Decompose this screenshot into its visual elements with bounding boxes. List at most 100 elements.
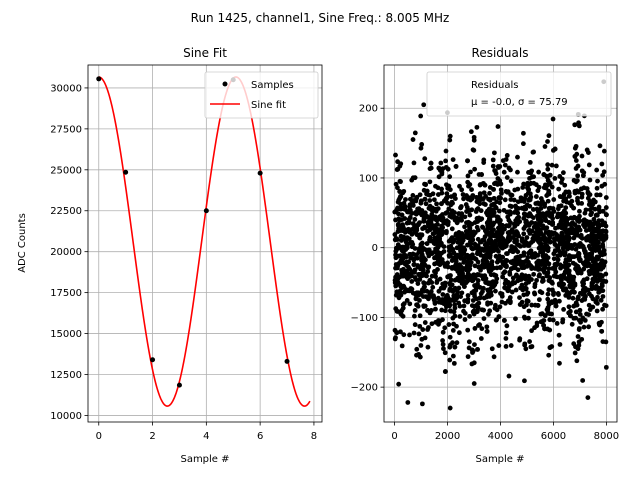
residual-point (564, 268, 570, 274)
residual-point (529, 254, 535, 260)
residual-point (396, 216, 402, 222)
residual-point (474, 124, 480, 130)
residual-point (545, 198, 551, 204)
residual-point (531, 174, 536, 180)
residual-point (484, 243, 490, 249)
residual-point (462, 298, 468, 304)
residual-point (419, 142, 425, 147)
residual-outlier-point (447, 405, 453, 411)
residual-point (553, 163, 559, 169)
residual-point (490, 208, 496, 214)
residual-point (444, 228, 449, 234)
residual-point (563, 262, 569, 268)
y-tick-label: 27500 (50, 124, 82, 135)
residual-point (589, 286, 595, 292)
residual-point (602, 302, 607, 308)
residual-point (571, 214, 577, 220)
residual-point (504, 209, 510, 215)
residual-point (588, 199, 594, 205)
residual-point (561, 307, 566, 312)
x-tick-label: 2000 (435, 431, 460, 442)
residual-point (483, 280, 489, 285)
residual-point (537, 266, 543, 272)
residual-point (422, 196, 428, 202)
residual-point (496, 343, 502, 348)
residual-point (546, 266, 552, 271)
residual-point (420, 287, 425, 293)
residual-point (454, 340, 460, 346)
residual-point (424, 241, 430, 247)
residual-point (404, 245, 410, 250)
residual-point (573, 300, 579, 306)
residual-point (493, 288, 498, 294)
residual-point (475, 259, 481, 265)
residual-point (551, 209, 557, 214)
residual-point (412, 322, 418, 328)
residual-point (522, 341, 528, 347)
y-tick-label: 20000 (50, 247, 82, 258)
residual-point (416, 292, 422, 298)
residual-point (420, 327, 426, 332)
residual-point (594, 212, 600, 218)
residual-point (451, 321, 457, 327)
residual-point (580, 260, 586, 266)
residual-point (456, 330, 462, 336)
residual-point (407, 332, 412, 338)
residual-point (447, 303, 452, 309)
residual-point (491, 354, 497, 360)
residual-point (553, 303, 559, 309)
residuals-legend-box (426, 71, 612, 117)
residual-point (411, 160, 417, 166)
residual-point (584, 186, 590, 191)
residual-point (493, 238, 499, 244)
residual-point (463, 232, 469, 237)
residual-point (501, 169, 507, 175)
residual-point (452, 196, 458, 201)
residual-point (560, 234, 566, 240)
residual-point (553, 225, 558, 231)
residual-point (396, 295, 402, 301)
residual-point (600, 288, 606, 294)
residual-point (521, 130, 526, 136)
sample-point (284, 358, 290, 364)
residual-point (508, 167, 513, 173)
residual-point (555, 291, 561, 296)
residual-point (429, 273, 435, 279)
residual-point (561, 287, 566, 293)
residual-point (490, 163, 496, 169)
residual-point (499, 190, 504, 196)
residual-point (590, 279, 596, 285)
residual-point (542, 215, 548, 221)
residual-point (442, 369, 448, 374)
residual-point (480, 237, 486, 243)
residual-point (484, 220, 490, 226)
residual-point (577, 213, 582, 219)
residual-point (545, 245, 551, 251)
residual-point (527, 339, 532, 344)
residual-point (445, 200, 450, 206)
residual-point (599, 328, 605, 334)
residuals-plot-area (392, 79, 609, 411)
residual-point (569, 245, 575, 251)
residual-point (490, 157, 496, 163)
residual-point (560, 170, 566, 176)
x-tick-label: 4000 (488, 431, 513, 442)
sample-point (123, 169, 129, 175)
residual-point (560, 319, 565, 325)
residual-point (552, 248, 558, 254)
residual-point (570, 295, 576, 301)
residual-point (472, 304, 478, 309)
residual-point (545, 139, 550, 144)
residual-point (440, 329, 446, 335)
residual-point (543, 229, 549, 235)
residual-point (600, 228, 606, 234)
residual-point (398, 179, 403, 185)
residual-point (435, 295, 441, 301)
residual-point (487, 269, 492, 274)
residual-point (496, 208, 502, 214)
residual-point (542, 269, 547, 275)
residual-point (521, 314, 527, 320)
residual-point (601, 148, 607, 154)
y-tick-label: 15000 (50, 329, 82, 340)
residual-point (493, 279, 499, 285)
